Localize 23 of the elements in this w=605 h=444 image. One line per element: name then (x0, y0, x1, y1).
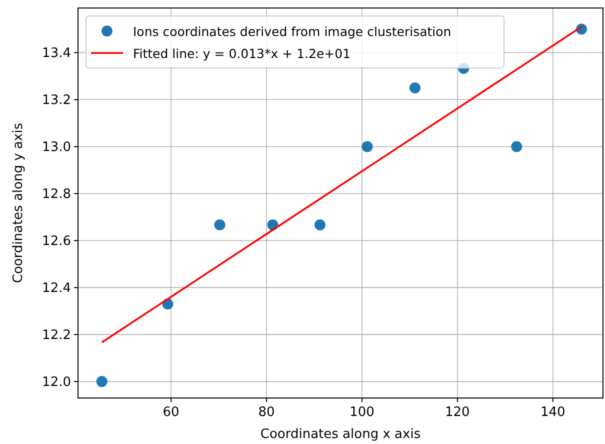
legend-label: Fitted line: y = 0.013*x + 1.2e+01 (133, 46, 351, 61)
y-tick-label: 12.4 (42, 281, 71, 296)
y-tick-label: 13.4 (42, 46, 71, 62)
x-tick-label: 60 (162, 405, 180, 420)
y-tick-label: 13.0 (42, 140, 71, 156)
x-tick-label: 120 (445, 405, 470, 420)
point (314, 219, 326, 230)
x-tick-label: 100 (350, 405, 374, 420)
y-tick-label: 12.2 (42, 328, 71, 344)
x-axis-title: Coordinates along x axis (260, 427, 421, 442)
point (511, 141, 522, 152)
point (362, 141, 373, 152)
y-tick-label: 12.8 (42, 187, 71, 202)
x-tick-label: 140 (540, 405, 566, 420)
y-tick-label: 13.2 (42, 93, 71, 108)
point (409, 82, 420, 94)
point (96, 376, 108, 388)
y-tick-label: 12.0 (42, 375, 71, 390)
y-tick-label: 12.6 (42, 234, 71, 250)
y-axis-title: Coordinates along y axis (11, 122, 26, 284)
legend-label: Ions coordinates derived from image clusterisation (133, 24, 452, 39)
point (214, 219, 226, 230)
x-tick-label: 80 (258, 405, 275, 420)
